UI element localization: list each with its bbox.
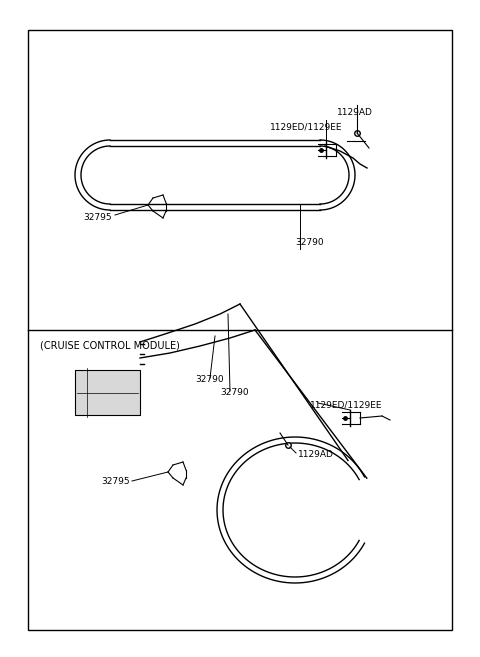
Text: 1129AD: 1129AD — [337, 108, 373, 117]
Text: 32790: 32790 — [295, 238, 324, 247]
Text: 1129AD: 1129AD — [298, 450, 334, 459]
Text: 32790: 32790 — [220, 388, 249, 397]
Text: (CRUISE CONTROL MODULE): (CRUISE CONTROL MODULE) — [40, 340, 180, 350]
Text: 1129ED/1129EE: 1129ED/1129EE — [270, 123, 343, 132]
Text: 32795: 32795 — [84, 214, 112, 223]
Text: 32795: 32795 — [101, 478, 130, 486]
Text: 1129ED/1129EE: 1129ED/1129EE — [310, 400, 383, 409]
Text: 32790: 32790 — [195, 375, 224, 384]
Bar — [28, 30, 452, 630]
Bar — [75, 370, 140, 415]
